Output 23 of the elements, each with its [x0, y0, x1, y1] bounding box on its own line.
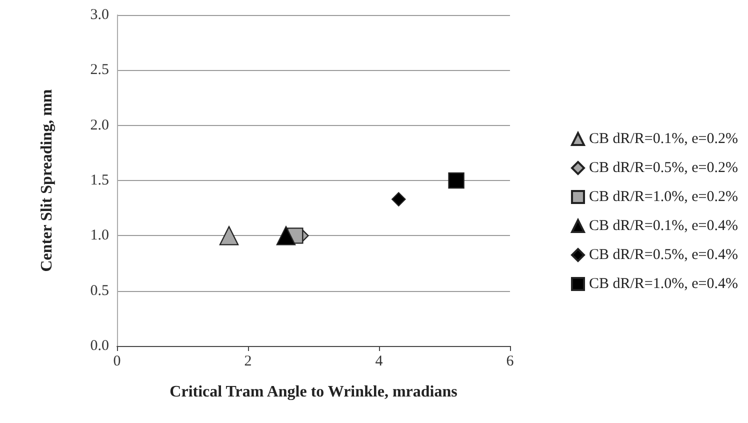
x-tick-label: 6	[506, 354, 514, 370]
y-tick-label: 0.5	[90, 282, 109, 299]
y-tick-label: 3.0	[90, 7, 109, 23]
x-tick-label: 2	[244, 354, 252, 370]
legend-label: CB dR/R=0.1%, e=0.4%	[588, 218, 738, 234]
y-axis-title: Center Slit Spreading, mm	[38, 88, 56, 272]
legend-label: CB dR/R=0.1%, e=0.2%	[588, 131, 738, 147]
x-tick-label: 4	[375, 354, 384, 370]
legend-label: CB dR/R=0.5%, e=0.4%	[588, 247, 738, 263]
legend-label: CB dR/R=1.0%, e=0.4%	[588, 276, 738, 292]
point	[392, 192, 406, 206]
y-tick-label: 1.0	[90, 228, 109, 244]
x-tick-label: 0	[113, 354, 121, 370]
legend-label: CB dR/R=1.0%, e=0.2%	[588, 189, 738, 205]
point	[448, 172, 464, 189]
y-tick-label: 1.5	[90, 172, 109, 188]
x-axis-title: Critical Tram Angle to Wrinkle, mradians	[170, 384, 458, 400]
point	[219, 226, 239, 246]
y-tick-label: 2.5	[90, 62, 109, 78]
legend-label: CB dR/R=0.5%, e=0.2%	[588, 160, 738, 176]
y-tick-label: 0.0	[90, 338, 109, 354]
point	[276, 226, 296, 246]
y-tick-label: 2.0	[90, 117, 109, 134]
